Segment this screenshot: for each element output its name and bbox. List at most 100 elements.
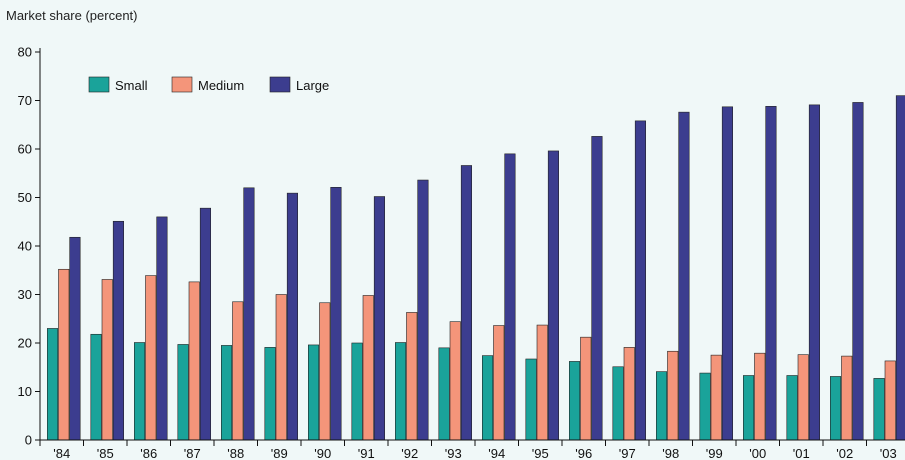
x-tick-label-10: '94 [488,446,505,460]
bar-large-13 [634,120,647,441]
bar-small-1 [90,333,102,441]
bar-large-9 [460,165,473,441]
bar-small-4 [221,345,233,441]
y-tick-label-70: 70 [18,93,32,108]
x-tick-label-9: '93 [445,446,462,460]
legend-label-medium: Medium [198,78,244,93]
y-tick-label-40: 40 [18,239,32,254]
bar-medium-5 [275,294,287,441]
x-tick-label-17: '01 [793,446,810,460]
bar-small-12 [568,361,581,441]
bar-large-4 [243,187,255,441]
bar-medium-4 [232,301,244,441]
bar-medium-17 [797,354,809,441]
bar-medium-8 [406,312,418,441]
legend-swatch-small [88,76,110,93]
y-tick-label-10: 10 [18,384,32,399]
bar-small-6 [307,344,320,441]
legend-swatch-large [269,76,291,93]
bar-large-0 [69,236,81,441]
bar-small-13 [612,366,624,441]
bar-medium-18 [841,355,853,441]
x-tick-label-0: '84 [53,446,70,460]
bar-large-8 [417,179,429,441]
x-tick-label-8: '92 [401,446,418,460]
bar-small-17 [786,375,798,441]
bar-medium-1 [101,279,113,441]
legend-label-large: Large [296,78,329,93]
bar-large-5 [286,192,299,441]
x-tick-label-11: '95 [532,446,549,460]
bar-large-12 [591,136,603,441]
legend-swatch-medium [171,76,193,93]
bar-medium-11 [536,324,548,441]
bar-small-14 [655,371,668,441]
bar-medium-16 [754,352,766,441]
bar-large-16 [765,106,777,441]
bar-medium-6 [319,302,331,441]
x-tick-label-13: '97 [619,446,636,460]
bar-large-1 [112,220,124,441]
bar-small-9 [438,347,450,441]
bar-small-7 [351,342,363,441]
y-axis-label: Market share (percent) [6,8,138,23]
bar-medium-9 [449,321,461,441]
y-tick-label-80: 80 [18,45,32,60]
x-tick-label-4: '88 [227,446,244,460]
bar-large-6 [330,187,342,441]
bar-small-11 [525,358,537,441]
bar-medium-19 [884,360,896,441]
bar-medium-14 [667,350,679,441]
bar-medium-12 [580,336,592,441]
bar-medium-13 [623,347,635,441]
bar-large-11 [547,150,560,441]
legend-label-small: Small [115,78,148,93]
x-tick-label-6: '90 [314,446,331,460]
bar-medium-15 [710,354,722,441]
bar-medium-7 [362,295,374,441]
x-tick-label-12: '96 [575,446,592,460]
bar-medium-10 [493,325,505,441]
bar-small-5 [264,347,276,441]
y-tick-label-30: 30 [18,287,32,302]
bar-large-19 [895,95,905,441]
bar-small-15 [699,372,711,441]
x-tick-label-19: '03 [880,446,897,460]
legend: Small Medium Large [88,76,329,93]
bar-small-18 [829,376,842,441]
bar-small-2 [134,342,146,441]
bar-large-18 [852,102,864,441]
bar-small-0 [46,328,59,441]
bars-group [46,95,905,441]
x-tick-label-3: '87 [184,446,201,460]
bar-medium-3 [188,281,200,441]
bar-small-8 [394,342,407,441]
bar-medium-0 [58,268,70,441]
bar-medium-2 [145,275,157,441]
bar-small-16 [742,375,755,441]
x-tick-label-14: '98 [662,446,679,460]
y-tick-label-20: 20 [18,336,32,351]
y-tick-label-60: 60 [18,142,32,157]
bar-large-7 [373,196,386,441]
bar-large-10 [504,153,516,441]
bar-large-17 [808,104,821,441]
bar-small-3 [177,344,189,441]
bar-large-3 [199,207,211,441]
bar-large-2 [156,216,168,441]
y-tick-label-50: 50 [18,190,32,205]
x-tick-label-16: '00 [749,446,766,460]
bar-large-14 [678,111,690,441]
bar-small-10 [481,355,494,441]
x-tick-label-5: '89 [271,446,288,460]
axes-group: 0 10 20 30 40 50 60 70 80 '84 '85 '86 '87 '88 '89 '90 '9… [18,45,905,460]
x-tick-label-15: '99 [706,446,723,460]
x-tick-label-2: '86 [140,446,157,460]
bar-large-15 [721,106,734,441]
x-tick-label-7: '91 [358,446,375,460]
x-tick-label-1: '85 [97,446,114,460]
bar-small-19 [873,378,885,441]
y-tick-label-0: 0 [25,433,32,448]
x-tick-label-18: '02 [836,446,853,460]
